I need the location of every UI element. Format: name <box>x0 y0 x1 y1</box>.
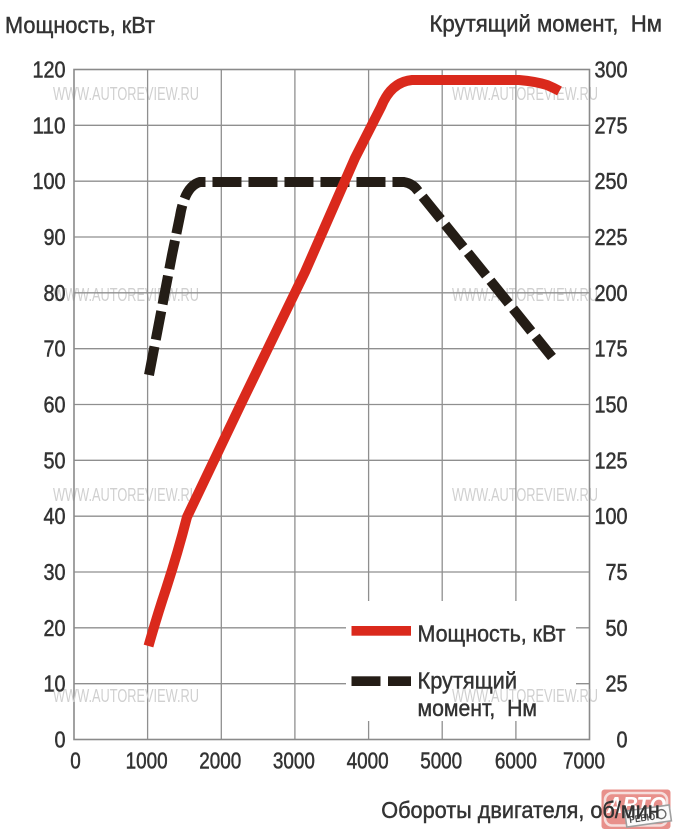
svg-text:Мощность, кВт: Мощность, кВт <box>418 621 566 647</box>
svg-text:WWW.AUTOREVIEW.RU: WWW.AUTOREVIEW.RU <box>452 484 598 505</box>
svg-text:7000: 7000 <box>563 748 605 774</box>
svg-text:WWW.AUTOREVIEW.RU: WWW.AUTOREVIEW.RU <box>53 685 199 706</box>
svg-text:Крутящий: Крутящий <box>418 668 518 694</box>
svg-text:20: 20 <box>44 615 66 641</box>
svg-text:50: 50 <box>44 447 66 473</box>
svg-text:WWW.AUTOREVIEW.RU: WWW.AUTOREVIEW.RU <box>53 83 199 104</box>
svg-text:10: 10 <box>44 671 66 697</box>
svg-text:40: 40 <box>44 503 66 529</box>
svg-text:60: 60 <box>44 392 66 418</box>
svg-text:0: 0 <box>70 748 81 774</box>
svg-text:150: 150 <box>595 392 628 418</box>
svg-text:WWW.AUTOREVIEW.RU: WWW.AUTOREVIEW.RU <box>53 484 199 505</box>
svg-text:25: 25 <box>606 671 628 697</box>
svg-text:0: 0 <box>55 727 66 753</box>
svg-text:30: 30 <box>44 559 66 585</box>
svg-text:120: 120 <box>33 57 66 83</box>
svg-text:1000: 1000 <box>126 748 168 774</box>
svg-text:75: 75 <box>606 559 628 585</box>
svg-text:WWW.AUTOREVIEW.RU: WWW.AUTOREVIEW.RU <box>452 685 598 706</box>
svg-text:300: 300 <box>595 57 628 83</box>
svg-text:WWW.AUTOREVIEW.RU: WWW.AUTOREVIEW.RU <box>452 284 598 305</box>
svg-text:100: 100 <box>595 503 628 529</box>
svg-text:100: 100 <box>33 168 66 194</box>
svg-text:4000: 4000 <box>347 748 389 774</box>
svg-text:РЕВЮ: РЕВЮ <box>629 812 656 827</box>
svg-text:5000: 5000 <box>420 748 462 774</box>
svg-text:175: 175 <box>595 336 628 362</box>
svg-text:225: 225 <box>595 224 628 250</box>
svg-text:275: 275 <box>595 112 628 138</box>
svg-text:WWW.AUTOREVIEW.RU: WWW.AUTOREVIEW.RU <box>53 284 199 305</box>
svg-text:50: 50 <box>606 615 628 641</box>
svg-text:0: 0 <box>617 727 628 753</box>
svg-text:Крутящий момент, Нм: Крутящий момент, Нм <box>430 11 663 37</box>
svg-text:70: 70 <box>44 336 66 362</box>
svg-text:110: 110 <box>33 112 66 138</box>
svg-text:250: 250 <box>595 168 628 194</box>
svg-text:Мощность, кВт: Мощность, кВт <box>5 12 155 38</box>
svg-text:момент, Нм: момент, Нм <box>418 695 538 721</box>
svg-text:3000: 3000 <box>273 748 315 774</box>
svg-text:80: 80 <box>44 280 66 306</box>
svg-text:6000: 6000 <box>495 748 537 774</box>
svg-text:200: 200 <box>595 280 628 306</box>
svg-text:2000: 2000 <box>199 748 241 774</box>
svg-text:125: 125 <box>595 447 628 473</box>
svg-text:Обороты двигателя, об/мин: Обороты двигателя, об/мин <box>381 797 660 823</box>
svg-text:WWW.AUTOREVIEW.RU: WWW.AUTOREVIEW.RU <box>452 83 598 104</box>
svg-text:90: 90 <box>44 224 66 250</box>
